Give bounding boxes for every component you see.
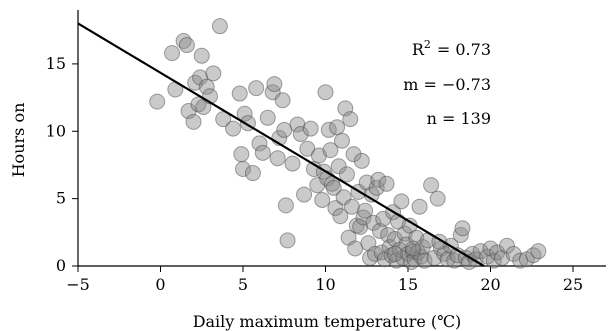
data-point [393, 193, 410, 210]
data-point [367, 245, 383, 262]
data-point [371, 222, 388, 239]
x-tick-label: 20 [480, 275, 500, 294]
data-point [317, 84, 334, 101]
data-point [164, 45, 181, 62]
data-point [345, 146, 362, 163]
data-points [149, 18, 547, 270]
data-point [185, 113, 202, 130]
data-point [251, 135, 268, 152]
data-point [274, 92, 291, 109]
data-point [244, 165, 261, 182]
data-point [193, 47, 210, 64]
data-point [530, 243, 547, 260]
data-point [296, 186, 313, 203]
data-point [178, 37, 195, 54]
r-squared-label: R2 = 0.73 [412, 38, 491, 59]
data-point [378, 175, 395, 192]
y-axis-label: Hours on [9, 103, 28, 178]
axes [77, 10, 606, 267]
data-point [429, 190, 446, 207]
data-point [233, 146, 250, 163]
data-point [452, 227, 469, 244]
data-point [322, 142, 339, 159]
data-point [343, 198, 360, 215]
data-point [325, 179, 342, 196]
data-point [342, 111, 359, 128]
x-tick-label: 15 [398, 275, 418, 294]
x-tick-label: 25 [563, 275, 583, 294]
y-tick-label: 5 [56, 189, 66, 208]
data-point [277, 197, 294, 214]
data-point [330, 158, 347, 175]
data-point [314, 191, 331, 208]
data-point [254, 144, 271, 161]
x-tick-label: 5 [238, 275, 248, 294]
data-point [353, 152, 370, 169]
data-point [370, 171, 387, 188]
data-point [404, 240, 421, 257]
y-tick-label: 0 [56, 256, 66, 275]
stats-annotation: R2 = 0.73 m = −0.73 n = 139 [403, 38, 491, 128]
x-tick-label: −5 [66, 275, 90, 294]
data-point [211, 18, 228, 35]
data-point [499, 237, 515, 254]
data-point [235, 160, 251, 177]
data-point [416, 252, 433, 269]
data-point [198, 78, 215, 95]
data-point [284, 155, 301, 172]
x-tick-label: 10 [315, 275, 335, 294]
data-point [279, 232, 296, 249]
data-point [231, 85, 248, 102]
regression-line [77, 22, 485, 267]
data-point [215, 111, 232, 128]
data-point [302, 120, 319, 137]
data-point [334, 132, 350, 149]
data-point [289, 116, 306, 133]
data-point [329, 119, 346, 136]
data-point [269, 150, 286, 167]
data-point [357, 202, 374, 219]
data-point [472, 243, 489, 260]
data-point [338, 166, 355, 183]
data-point [292, 125, 309, 142]
n-label: n = 139 [427, 109, 491, 128]
data-point [192, 69, 209, 86]
x-tick-label: 0 [155, 275, 165, 294]
data-point [149, 93, 166, 110]
data-point [266, 76, 283, 93]
y-tick-label: 10 [46, 121, 66, 140]
data-point [426, 249, 443, 266]
data-point [439, 251, 456, 268]
data-point [386, 245, 403, 262]
data-point [352, 218, 369, 235]
data-point [423, 177, 440, 194]
x-axis-label: Daily maximum temperature (℃) [193, 312, 462, 331]
data-point [259, 109, 276, 126]
data-point [327, 200, 344, 217]
y-tick-label: 15 [46, 54, 66, 73]
slope-label: m = −0.73 [403, 75, 491, 94]
data-point [355, 209, 372, 226]
data-point [248, 80, 265, 97]
data-point [190, 96, 207, 113]
data-point [332, 208, 349, 225]
data-point [365, 214, 382, 231]
data-point [236, 105, 253, 122]
data-point [225, 120, 242, 137]
data-point [411, 198, 428, 215]
data-point [368, 179, 385, 196]
data-point [205, 65, 222, 82]
data-point [454, 220, 471, 237]
